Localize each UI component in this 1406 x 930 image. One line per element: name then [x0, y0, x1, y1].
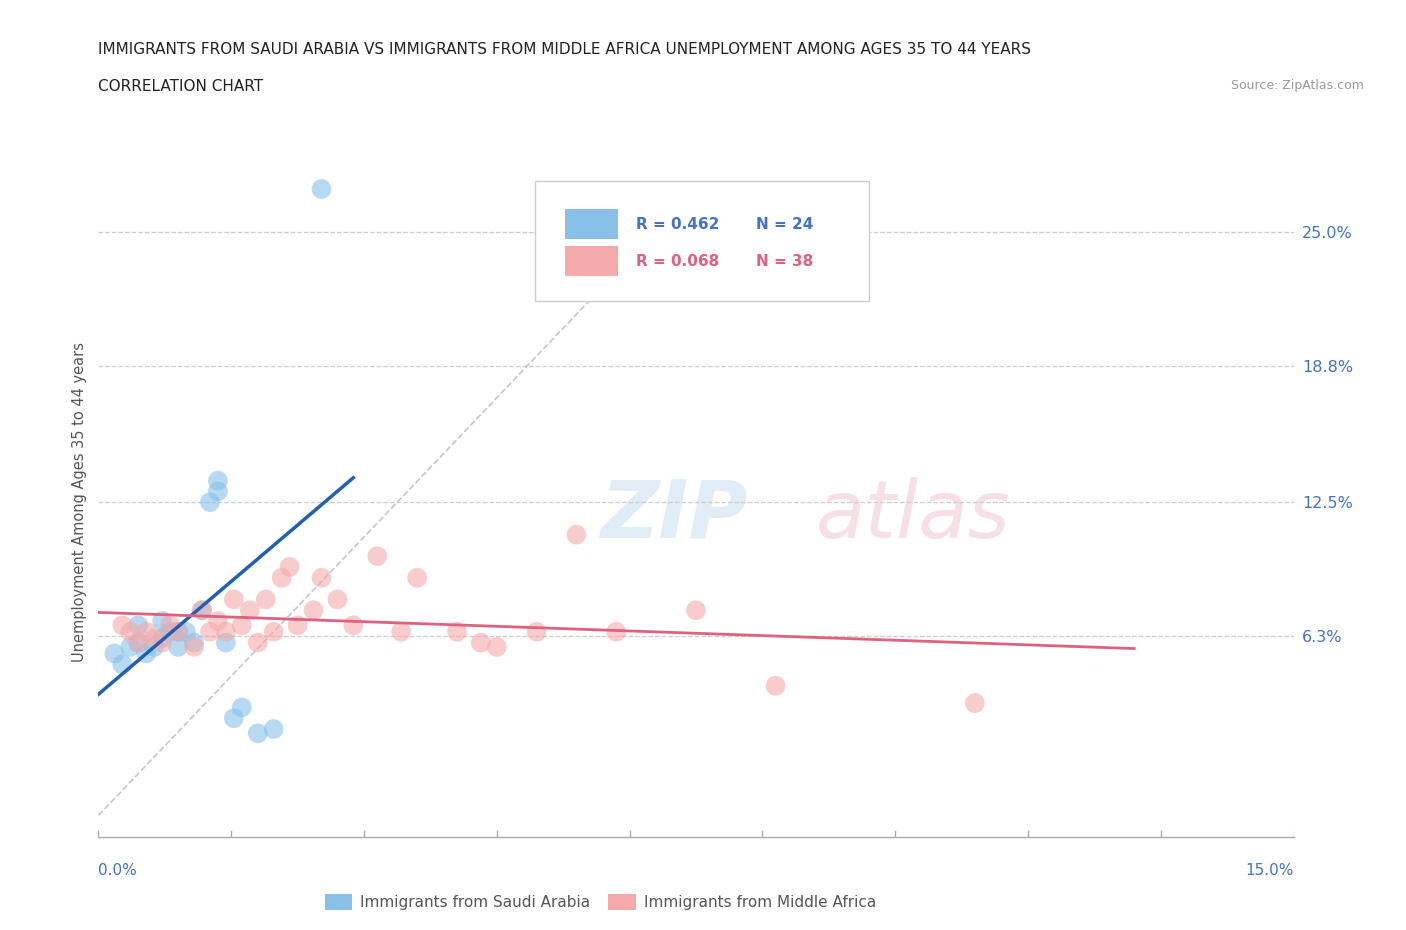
Point [207, 614, 229, 629]
Point [685, 603, 707, 618]
Point [159, 624, 181, 639]
Point [143, 631, 166, 645]
Point [103, 646, 125, 661]
Point [389, 624, 412, 639]
Point [207, 473, 229, 488]
Point [302, 603, 325, 618]
Legend: Immigrants from Saudi Arabia, Immigrants from Middle Africa: Immigrants from Saudi Arabia, Immigrants… [319, 888, 882, 916]
Point [239, 603, 262, 618]
FancyBboxPatch shape [534, 180, 869, 301]
Point [246, 726, 269, 741]
Point [366, 549, 388, 564]
Point [150, 635, 173, 650]
Point [167, 640, 190, 655]
Point [191, 603, 214, 618]
Text: IMMIGRANTS FROM SAUDI ARABIA VS IMMIGRANTS FROM MIDDLE AFRICA UNEMPLOYMENT AMONG: IMMIGRANTS FROM SAUDI ARABIA VS IMMIGRAN… [98, 42, 1032, 57]
FancyBboxPatch shape [565, 209, 619, 239]
Point [198, 624, 221, 639]
Text: 15.0%: 15.0% [1246, 863, 1294, 878]
FancyBboxPatch shape [565, 246, 619, 276]
Text: N = 38: N = 38 [756, 254, 813, 269]
Point [215, 624, 238, 639]
Point [231, 700, 253, 715]
Point [127, 635, 149, 650]
Point [605, 624, 627, 639]
Point [765, 678, 787, 693]
Point [127, 635, 149, 650]
Point [263, 624, 285, 639]
Point [963, 696, 986, 711]
Point [120, 624, 142, 639]
Y-axis label: Unemployment Among Ages 35 to 44 years: Unemployment Among Ages 35 to 44 years [72, 342, 87, 662]
Point [120, 640, 142, 655]
Point [270, 570, 292, 585]
Point [311, 570, 333, 585]
Point [222, 592, 245, 607]
Point [183, 640, 205, 655]
Point [135, 646, 157, 661]
Point [111, 618, 134, 632]
Point [135, 624, 157, 639]
Point [167, 624, 190, 639]
Point [254, 592, 277, 607]
Text: R = 0.462: R = 0.462 [637, 217, 720, 232]
Point [526, 624, 548, 639]
Point [215, 635, 238, 650]
Point [183, 635, 205, 650]
Point [278, 560, 301, 575]
Point [150, 631, 173, 645]
Point [287, 618, 309, 632]
Text: CORRELATION CHART: CORRELATION CHART [98, 79, 263, 94]
Point [198, 495, 221, 510]
Point [565, 527, 588, 542]
Point [263, 722, 285, 737]
Point [207, 484, 229, 498]
Point [191, 603, 214, 618]
Point [342, 618, 364, 632]
Point [174, 624, 197, 639]
Point [167, 624, 190, 639]
Text: 0.0%: 0.0% [98, 863, 138, 878]
Point [159, 618, 181, 632]
Text: R = 0.068: R = 0.068 [637, 254, 720, 269]
Point [231, 618, 253, 632]
Text: N = 24: N = 24 [756, 217, 813, 232]
Point [326, 592, 349, 607]
Point [446, 624, 468, 639]
Text: atlas: atlas [815, 476, 1011, 554]
Text: ZIP: ZIP [600, 476, 748, 554]
Point [127, 618, 149, 632]
Point [470, 635, 492, 650]
Point [143, 640, 166, 655]
Point [406, 570, 429, 585]
Point [222, 711, 245, 725]
Point [111, 657, 134, 671]
Point [150, 614, 173, 629]
Point [485, 640, 508, 655]
Text: Source: ZipAtlas.com: Source: ZipAtlas.com [1230, 79, 1364, 92]
Point [311, 181, 333, 196]
Point [246, 635, 269, 650]
